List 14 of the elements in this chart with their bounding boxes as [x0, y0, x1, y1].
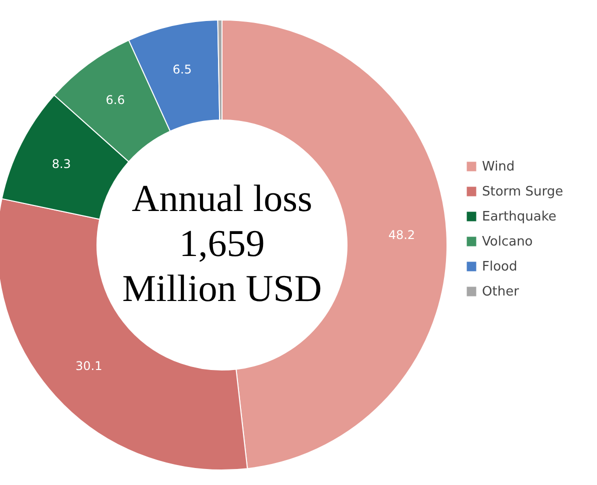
data-label: 6.6: [106, 93, 125, 108]
data-label: 8.3: [52, 156, 71, 171]
data-label: 48.2: [388, 228, 416, 242]
legend-label: Volcano: [482, 234, 533, 250]
text: Million USD: [122, 268, 322, 310]
legend-label: Flood: [482, 260, 518, 274]
data-label: 6.5: [172, 62, 192, 76]
text: Annual loss: [132, 178, 312, 220]
legend-label: Storm Surge: [482, 184, 564, 200]
legend-label: Other: [482, 284, 520, 300]
legend-label: Wind: [482, 160, 515, 174]
legend-label: Earthquake: [482, 210, 556, 224]
data-label: 30.1: [76, 359, 102, 374]
text: 1,659: [179, 223, 265, 265]
